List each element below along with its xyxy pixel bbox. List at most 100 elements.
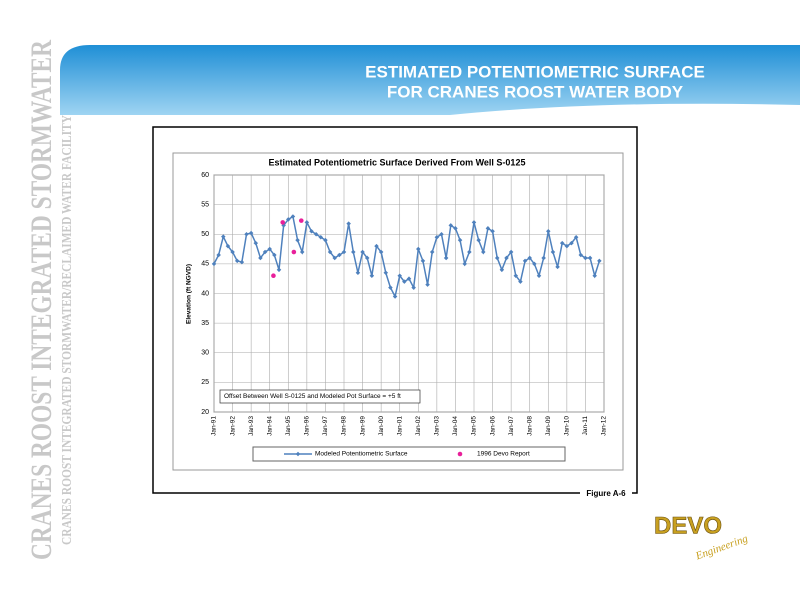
- point: [369, 273, 375, 278]
- x-tick-label: Jan-11: [582, 416, 589, 436]
- point: [392, 294, 398, 299]
- x-tick-label: Jan-91: [211, 416, 218, 436]
- point: [536, 273, 542, 278]
- point: [280, 220, 286, 225]
- figure-label: Figure A-6: [586, 489, 626, 498]
- x-tick-label: Jan-96: [304, 416, 311, 436]
- point: [318, 234, 324, 240]
- x-tick-label: Jan-07: [508, 416, 515, 436]
- point: [494, 255, 500, 261]
- legend-label: Modeled Potentiometric Surface: [315, 451, 408, 458]
- x-tick-label: Jan-06: [489, 416, 496, 436]
- point: [216, 252, 221, 258]
- point: [527, 255, 532, 261]
- y-tick-label: 55: [201, 201, 209, 208]
- point: [388, 285, 393, 290]
- point: [299, 249, 305, 255]
- logo-name: DEVO: [654, 512, 722, 539]
- point: [532, 261, 537, 267]
- y-tick-label: 30: [201, 350, 209, 357]
- point: [425, 282, 430, 287]
- point: [429, 249, 435, 255]
- point: [443, 255, 449, 261]
- point: [383, 270, 389, 276]
- point: [471, 220, 477, 225]
- x-tick-label: Jan-98: [341, 416, 348, 436]
- point: [304, 220, 310, 225]
- y-tick-label: 25: [201, 379, 209, 386]
- x-tick-label: Jan-01: [396, 416, 403, 436]
- x-tick-label: Jan-10: [564, 416, 571, 436]
- point: [258, 255, 263, 261]
- label-gap: [580, 489, 632, 499]
- point: [485, 226, 491, 231]
- x-tick-label: Jan-00: [378, 416, 385, 436]
- point: [211, 261, 217, 267]
- point: [420, 258, 426, 264]
- chart-title: Estimated Potentiometric Surface Derived…: [269, 157, 526, 167]
- point: [541, 255, 546, 261]
- point: [434, 234, 440, 240]
- sidebar-main: CRANES ROOST INTEGRATED STORMWATER: [25, 40, 58, 560]
- sidebar-sub: CRANES ROOST INTEGRATED STORMWATER/RECLA…: [60, 115, 75, 545]
- x-tick-label: Jan-12: [601, 416, 608, 436]
- point: [298, 218, 304, 223]
- point: [597, 258, 602, 264]
- point: [332, 255, 337, 261]
- point: [462, 261, 467, 267]
- point: [402, 279, 407, 284]
- point: [239, 259, 245, 265]
- header-band: [60, 45, 800, 115]
- x-tick-label: Jan-95: [285, 416, 292, 436]
- point: [262, 249, 268, 255]
- point: [518, 279, 523, 284]
- point: [378, 249, 384, 255]
- x-tick-label: Jan-93: [248, 416, 255, 436]
- point: [411, 285, 416, 290]
- x-tick-label: Jan-97: [322, 416, 329, 436]
- y-tick-label: 60: [201, 172, 209, 179]
- point: [453, 226, 458, 231]
- y-tick-label: 40: [201, 290, 209, 297]
- legend-marker: [457, 451, 463, 457]
- legend-label: 1996 Devo Report: [477, 451, 530, 458]
- x-tick-label: Jan-05: [471, 416, 478, 436]
- x-tick-label: Jan-02: [415, 416, 422, 436]
- x-tick-label: Jan-92: [229, 416, 236, 436]
- point: [291, 249, 297, 255]
- point: [364, 255, 370, 261]
- point: [592, 273, 597, 278]
- point: [587, 255, 593, 261]
- point: [351, 249, 356, 255]
- point: [327, 249, 333, 255]
- point: [253, 240, 259, 246]
- x-tick-label: Jan-08: [526, 416, 533, 436]
- legend-marker: [295, 451, 301, 457]
- point: [522, 258, 528, 264]
- y-tick-label: 45: [201, 261, 209, 268]
- point: [499, 267, 505, 273]
- header-title: ESTIMATED POTENTIOMETRIC SURFACE: [365, 62, 705, 81]
- point: [290, 214, 296, 219]
- point: [272, 252, 277, 258]
- annotation-box: [219, 389, 421, 404]
- y-tick-label: 50: [201, 231, 209, 238]
- point: [360, 249, 365, 255]
- point: [355, 270, 361, 276]
- point: [397, 273, 402, 278]
- header-title: FOR CRANES ROOST WATER BODY: [387, 82, 684, 101]
- x-tick-label: Jan-94: [266, 416, 273, 436]
- point: [271, 273, 276, 279]
- point: [406, 276, 412, 281]
- point: [467, 249, 472, 255]
- point: [555, 264, 560, 270]
- point: [481, 249, 486, 255]
- y-axis-label: Elevation (ft NGVD): [186, 264, 193, 324]
- point: [323, 237, 328, 243]
- x-tick-label: Jan-04: [452, 416, 459, 436]
- legend: [252, 446, 566, 462]
- x-tick-label: Jan-99: [359, 416, 366, 436]
- x-tick-label: Jan-03: [434, 416, 441, 436]
- point: [341, 249, 347, 255]
- y-tick-label: 35: [201, 320, 209, 327]
